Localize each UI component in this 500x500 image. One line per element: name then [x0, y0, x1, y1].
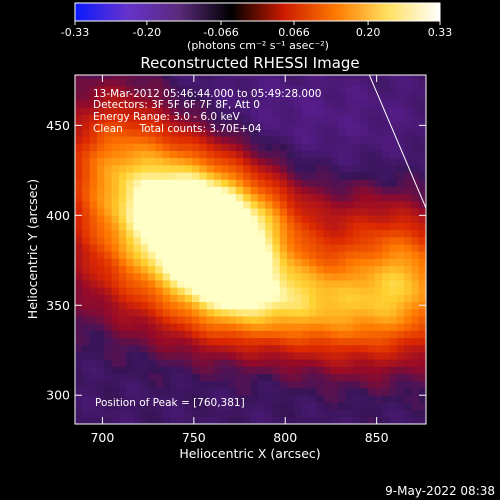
colorbar: -0.33 -0.20 -0.066 0.066 0.20 0.33 (photons c…: [61, 2, 453, 52]
x-tick-label: 750: [182, 430, 206, 445]
colorbar-tick-label: -0.20: [133, 26, 161, 39]
colorbar-label: (photons cm⁻² s⁻¹ asec⁻²): [187, 39, 329, 52]
plot-area: [74, 74, 427, 425]
time-range-text: 13-Mar-2012 05:46:44.000 to 05:49:28.000: [93, 88, 321, 100]
detectors-text: Detectors: 3F 5F 6F 7F 8F, Att 0: [93, 99, 260, 111]
x-tick-label: 800: [273, 430, 297, 445]
x-tick-label: 700: [90, 430, 114, 445]
method-counts-text: Clean Total counts: 3.70E+04: [93, 123, 262, 135]
info-annotations: 13-Mar-2012 05:46:44.000 to 05:49:28.000…: [93, 88, 321, 409]
axis-ticks: 700 750 800 850 300 350 400 450: [46, 75, 426, 445]
y-axis-label: Heliocentric Y (arcsec): [25, 179, 40, 319]
y-tick-label: 450: [46, 118, 70, 133]
colorbar-gradient: [74, 2, 441, 22]
colorbar-tick-label: -0.066: [203, 26, 238, 39]
colorbar-tick-label: 0.20: [356, 26, 381, 39]
plot-frame: [74, 74, 427, 425]
chart-title: Reconstructed RHESSI Image: [140, 54, 359, 72]
x-axis-label: Heliocentric X (arcsec): [179, 446, 320, 461]
colorbar-tick-label: 0.066: [278, 26, 310, 39]
colorbar-tick-label: 0.33: [428, 26, 453, 39]
solar-limb-line: [368, 75, 426, 209]
y-tick-label: 400: [46, 208, 70, 223]
x-tick-label: 850: [365, 430, 389, 445]
y-tick-label: 350: [46, 298, 70, 313]
colorbar-tick-label: -0.33: [61, 26, 89, 39]
y-tick-label: 300: [46, 388, 70, 403]
energy-range-text: Energy Range: 3.0 - 6.0 keV: [93, 111, 241, 123]
footer-date: 9-May-2022 08:38: [385, 484, 495, 498]
peak-position-text: Position of Peak = [760,381]: [95, 397, 245, 409]
